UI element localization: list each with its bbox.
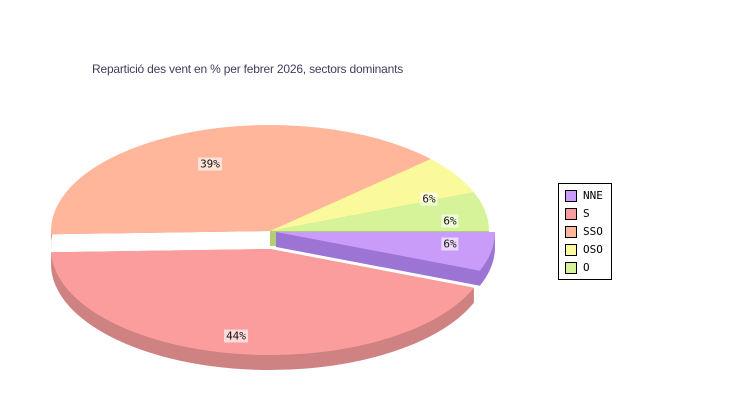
legend-label-NNE: NNE bbox=[583, 189, 603, 202]
pie-slice-NNE bbox=[276, 232, 495, 271]
legend-swatch-SSO bbox=[565, 225, 577, 238]
legend-swatch-OSO bbox=[565, 243, 577, 256]
slice-label-O: 6% bbox=[441, 214, 459, 228]
legend-item-OSO: OSO bbox=[565, 243, 611, 256]
slice-label-NNE: 6% bbox=[441, 237, 459, 251]
legend-item-NNE: NNE bbox=[565, 189, 611, 202]
pie-slice-S bbox=[51, 249, 474, 356]
slice-label-SSO: 39% bbox=[198, 157, 222, 171]
legend-swatch-S bbox=[565, 207, 577, 220]
legend-item-SSO: SSO bbox=[565, 225, 611, 238]
chart-title: Repartició des vent en % per febrer 2026… bbox=[92, 62, 404, 76]
legend-label-O: O bbox=[583, 261, 590, 274]
slice-label-S: 44% bbox=[224, 329, 248, 343]
legend-label-S: S bbox=[583, 207, 590, 220]
legend-label-SSO: SSO bbox=[583, 225, 603, 238]
legend-swatch-O bbox=[565, 261, 577, 274]
pie-slice-OSO bbox=[270, 159, 474, 231]
slice-label-OSO: 6% bbox=[420, 192, 438, 206]
legend-swatch-NNE bbox=[565, 189, 577, 202]
legend-item-S: S bbox=[565, 207, 611, 220]
legend-box: NNE S SSO OSO O bbox=[558, 183, 612, 280]
legend-item-O: O bbox=[565, 261, 611, 274]
legend-label-OSO: OSO bbox=[583, 243, 603, 256]
pie-slice-SSO bbox=[50, 124, 431, 235]
